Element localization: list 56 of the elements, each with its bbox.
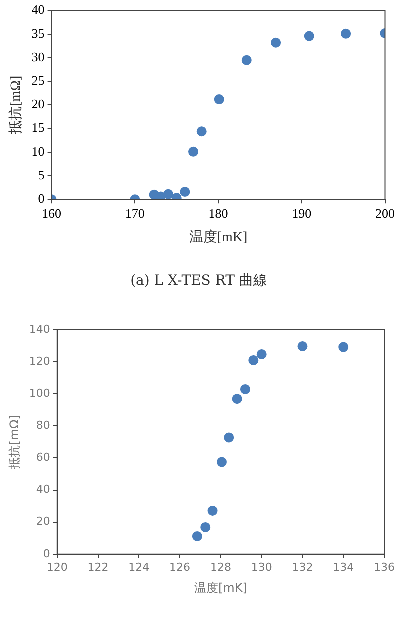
point bbox=[256, 350, 267, 360]
point bbox=[304, 31, 314, 42]
point bbox=[240, 384, 250, 394]
point bbox=[338, 342, 349, 352]
text: (a) L X-TES RT 曲線 bbox=[130, 272, 268, 290]
point bbox=[298, 342, 308, 352]
y-tick-label: 20 bbox=[32, 96, 45, 112]
y-tick-label: 140 bbox=[29, 322, 50, 336]
x-tick-label: 134 bbox=[333, 560, 354, 574]
y-tick-label: 100 bbox=[29, 386, 50, 400]
y-tick-label: 35 bbox=[32, 26, 45, 41]
y-tick-label: 25 bbox=[32, 73, 45, 88]
point bbox=[224, 432, 234, 443]
x-tick-label: 126 bbox=[170, 560, 191, 574]
x-tick-label: 130 bbox=[251, 560, 272, 574]
x-axis-title: 温度[mK] bbox=[194, 580, 248, 595]
y-tick-label: 40 bbox=[36, 483, 50, 496]
y-tick-label: 10 bbox=[32, 144, 45, 159]
x-tick-label: 122 bbox=[88, 560, 109, 574]
point bbox=[232, 394, 242, 404]
point bbox=[248, 355, 259, 366]
point bbox=[200, 522, 211, 532]
y-tick-label: 60 bbox=[36, 451, 50, 464]
y-axis-title: 抵抗[mΩ] bbox=[7, 415, 22, 470]
x-tick-label: 170 bbox=[125, 206, 145, 221]
y-tick-label: 20 bbox=[36, 515, 50, 528]
y-tick-label: 30 bbox=[32, 49, 45, 64]
point bbox=[242, 55, 252, 66]
y-tick-label: 5 bbox=[38, 167, 45, 182]
x-tick-label: 132 bbox=[292, 560, 314, 574]
point bbox=[164, 189, 174, 200]
point bbox=[341, 28, 352, 39]
x-tick-label: 200 bbox=[376, 206, 395, 221]
y-axis-title: 抵抗[mΩ] bbox=[8, 76, 24, 136]
y-tick-label: 120 bbox=[29, 354, 50, 368]
y-tick-label: 0 bbox=[38, 191, 45, 206]
y-tick-label: 0 bbox=[43, 547, 50, 560]
x-tick-label: 180 bbox=[208, 206, 228, 221]
point bbox=[208, 506, 218, 516]
point bbox=[196, 126, 207, 137]
point bbox=[188, 146, 199, 157]
x-tick-label: 128 bbox=[210, 560, 232, 574]
x-tick-label: 160 bbox=[42, 206, 62, 221]
point bbox=[180, 187, 190, 198]
x-tick-label: 136 bbox=[374, 560, 395, 574]
x-tick-label: 120 bbox=[46, 560, 68, 574]
point bbox=[271, 38, 282, 48]
x-axis-title: 温度[mK] bbox=[189, 229, 248, 246]
x-tick-label: 190 bbox=[292, 206, 312, 221]
point bbox=[216, 457, 227, 468]
x-tick-label: 124 bbox=[128, 560, 150, 574]
point bbox=[192, 531, 202, 542]
y-tick-label: 80 bbox=[36, 419, 50, 432]
y-tick-label: 40 bbox=[32, 2, 45, 18]
point bbox=[214, 94, 224, 105]
y-tick-label: 15 bbox=[32, 120, 45, 136]
